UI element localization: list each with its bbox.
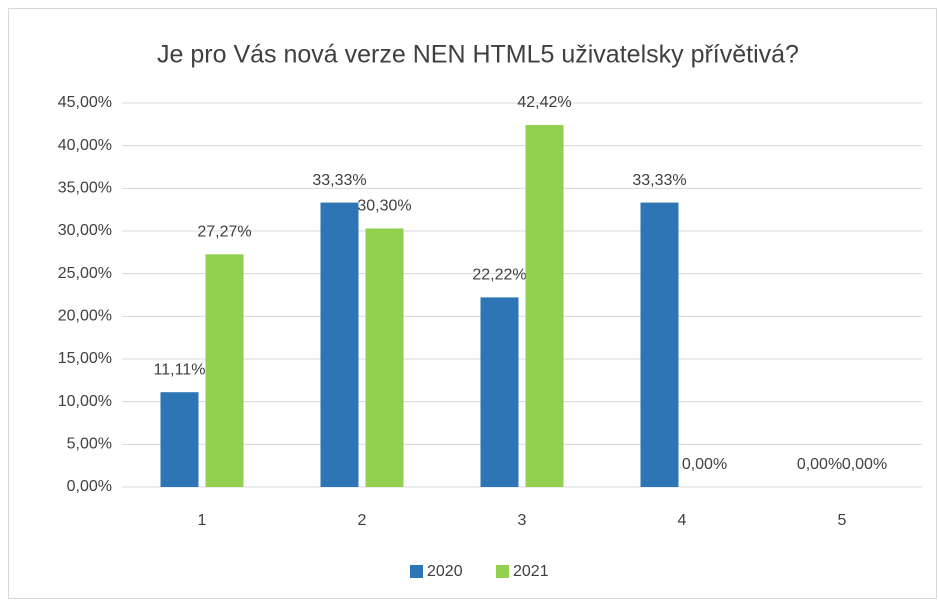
value-label: 11,11% — [154, 361, 206, 378]
chart-title: Je pro Vás nová verze NEN HTML5 uživatel… — [157, 41, 799, 69]
legend-swatch — [496, 565, 509, 578]
value-label: 27,27% — [197, 224, 251, 241]
x-tick-label: 1 — [198, 512, 207, 529]
y-tick-label: 25,00% — [58, 265, 112, 282]
bar — [205, 254, 244, 487]
legend-swatch — [410, 565, 423, 578]
value-label: 0,00% — [682, 456, 727, 473]
y-tick-label: 40,00% — [58, 137, 112, 154]
bar — [365, 228, 404, 487]
value-label: 22,22% — [472, 267, 526, 284]
legend-label: 2020 — [427, 563, 463, 580]
value-label: 33,33% — [312, 172, 366, 189]
bar — [480, 297, 519, 487]
value-label: 0,00% — [842, 456, 887, 473]
y-tick-label: 0,00% — [67, 478, 112, 495]
legend-label: 2021 — [513, 563, 549, 580]
value-label: 0,00% — [797, 456, 842, 473]
y-tick-label: 20,00% — [58, 308, 112, 325]
y-tick-label: 45,00% — [58, 94, 112, 111]
y-tick-label: 30,00% — [58, 222, 112, 239]
chart-border — [8, 8, 937, 599]
y-tick-label: 10,00% — [58, 393, 112, 410]
bar — [320, 202, 359, 488]
value-label: 30,30% — [357, 198, 411, 215]
x-tick-label: 3 — [518, 512, 527, 529]
bar — [525, 125, 564, 488]
value-label: 42,42% — [517, 94, 571, 111]
value-label: 33,33% — [632, 172, 686, 189]
x-tick-label: 4 — [678, 512, 687, 529]
y-tick-label: 15,00% — [58, 350, 112, 367]
bar — [640, 202, 679, 488]
x-tick-label: 5 — [838, 512, 847, 529]
y-tick-label: 35,00% — [58, 180, 112, 197]
y-tick-label: 5,00% — [67, 436, 112, 453]
x-tick-label: 2 — [358, 512, 367, 529]
bar — [160, 392, 199, 487]
